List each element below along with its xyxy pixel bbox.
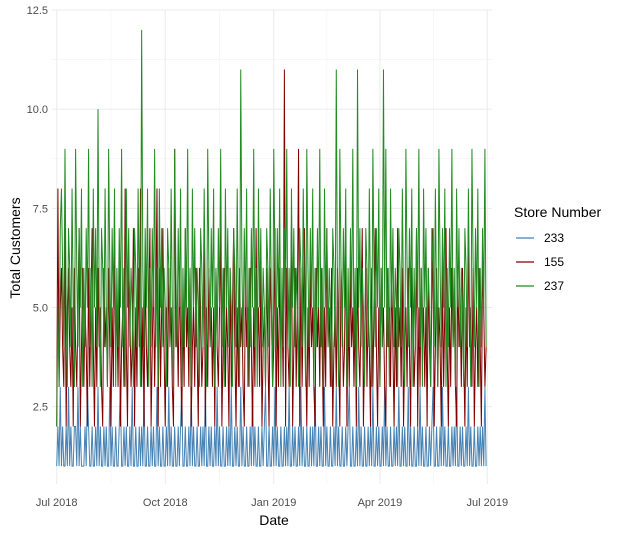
y-axis-title: Total Customers [7, 197, 23, 298]
legend-label-233: 233 [544, 231, 564, 245]
y-axis-ticks: 2.5 5.0 7.5 10.0 12.5 [27, 5, 48, 414]
legend-label-155: 155 [544, 255, 564, 269]
x-tick-label: Jul 2018 [36, 497, 78, 509]
y-tick-label: 2.5 [33, 402, 48, 414]
x-tick-label: Oct 2018 [143, 497, 188, 509]
x-tick-label: Jul 2019 [466, 497, 508, 509]
legend-label-237: 237 [544, 279, 564, 293]
legend-title: Store Number [514, 204, 601, 220]
y-tick-label: 7.5 [33, 203, 48, 215]
data-lines [56, 29, 487, 467]
series-line-237 [56, 29, 487, 427]
x-tick-label: Apr 2019 [358, 497, 403, 509]
x-axis-ticks: Jul 2018 Oct 2018 Jan 2019 Apr 2019 Jul 2019 [36, 497, 508, 509]
y-tick-label: 5.0 [33, 302, 48, 314]
x-axis-title: Date [259, 512, 289, 528]
y-tick-label: 10.0 [27, 104, 48, 116]
x-tick-label: Jan 2019 [251, 497, 296, 509]
legend: Store Number 233 155 237 [514, 204, 601, 293]
series-line-233 [56, 386, 487, 467]
y-tick-label: 12.5 [27, 5, 48, 17]
